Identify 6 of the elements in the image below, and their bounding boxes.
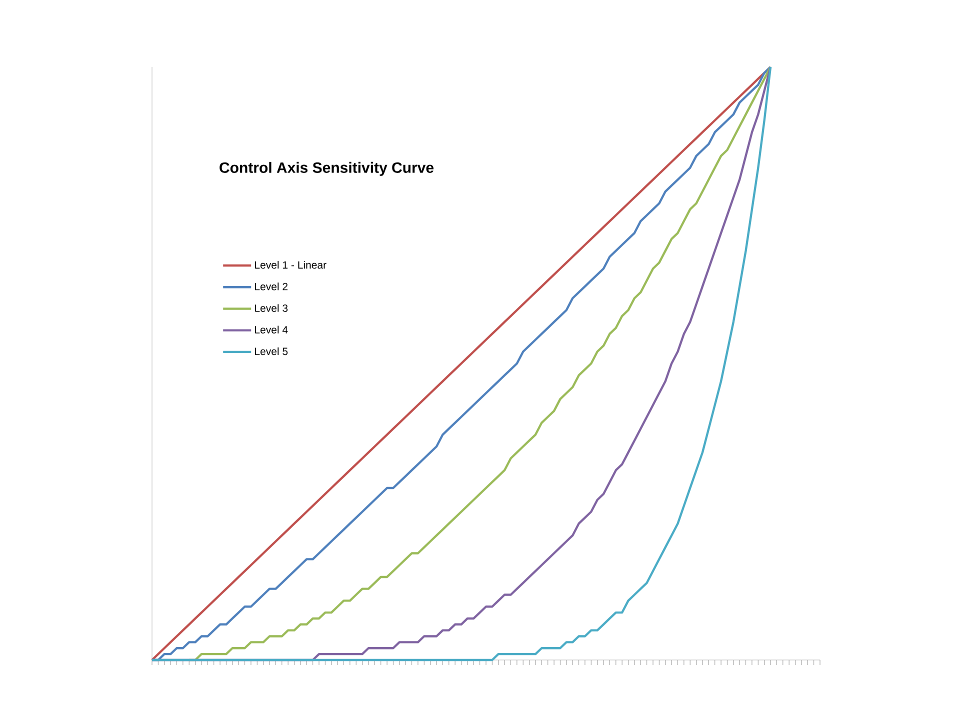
legend-label: Level 1 - Linear: [255, 260, 326, 269]
legend-label: Level 3: [255, 304, 288, 312]
text: Control Axis Sensitivity Curve: [220, 162, 434, 176]
legend-label: Level 2: [255, 282, 288, 290]
legend-label: Level 5: [255, 347, 288, 356]
legend-label: Level 4: [255, 326, 288, 334]
